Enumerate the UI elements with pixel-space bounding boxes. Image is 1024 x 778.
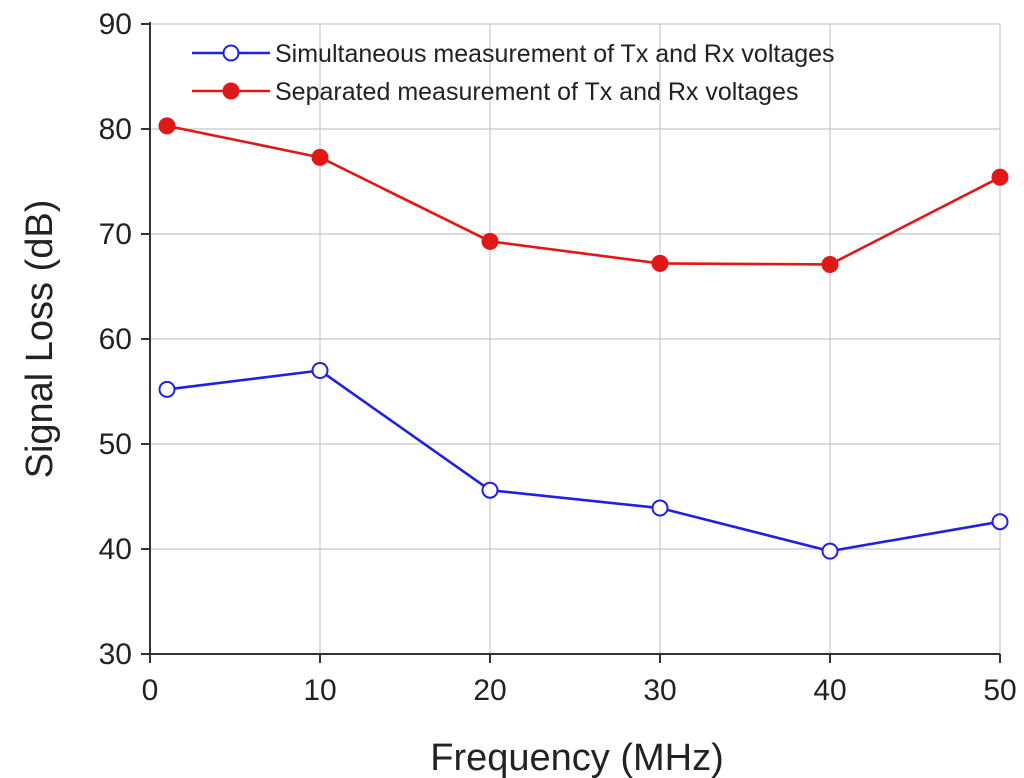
x-axis-title: Frequency (MHz) — [430, 737, 724, 778]
series-line-1 — [166, 369, 1001, 553]
data-point-series-1 — [481, 481, 499, 499]
x-tick-label: 40 — [813, 674, 846, 707]
data-point-series-2 — [158, 117, 176, 135]
data-point-series-1 — [311, 362, 329, 379]
y-tick-label: 70 — [99, 218, 132, 251]
data-point-series-2 — [821, 255, 839, 273]
data-point-series-2 — [651, 254, 669, 272]
series-layer — [158, 117, 1009, 560]
x-tick-label: 0 — [142, 674, 159, 707]
y-tick-label: 80 — [99, 113, 132, 146]
y-tick-label: 60 — [99, 323, 132, 356]
legend-label-1: Simultaneous measurement of Tx and Rx vo… — [275, 40, 835, 68]
grid-lines — [150, 23, 1001, 654]
data-point-series-1 — [821, 542, 839, 560]
data-point-series-2 — [991, 168, 1009, 186]
y-tick-label: 40 — [99, 533, 132, 566]
legend-marker-2 — [222, 82, 240, 100]
x-tick-label: 50 — [983, 674, 1016, 707]
y-axis-title: Signal Loss (dB) — [19, 200, 61, 479]
x-tick-label: 30 — [643, 674, 676, 707]
legend: Simultaneous measurement of Tx and Rx vo… — [192, 40, 835, 106]
data-point-series-1 — [651, 499, 669, 517]
x-tick-label: 20 — [473, 674, 506, 707]
legend-label-2: Separated measurement of Tx and Rx volta… — [275, 78, 798, 106]
tick-labels: 30 40 50 60 70 80 90 0 10 20 30 40 50 — [99, 8, 1017, 707]
y-tick-label: 50 — [99, 428, 132, 461]
data-point-series-2 — [481, 232, 499, 250]
data-point-series-1 — [991, 513, 1009, 531]
x-tick-label: 10 — [303, 674, 336, 707]
legend-marker-1 — [222, 44, 240, 62]
series-line-2 — [166, 124, 1001, 266]
y-tick-label: 90 — [99, 8, 132, 41]
y-tick-label: 30 — [99, 638, 132, 671]
data-point-series-1 — [158, 380, 176, 398]
data-point-series-2 — [311, 148, 329, 166]
